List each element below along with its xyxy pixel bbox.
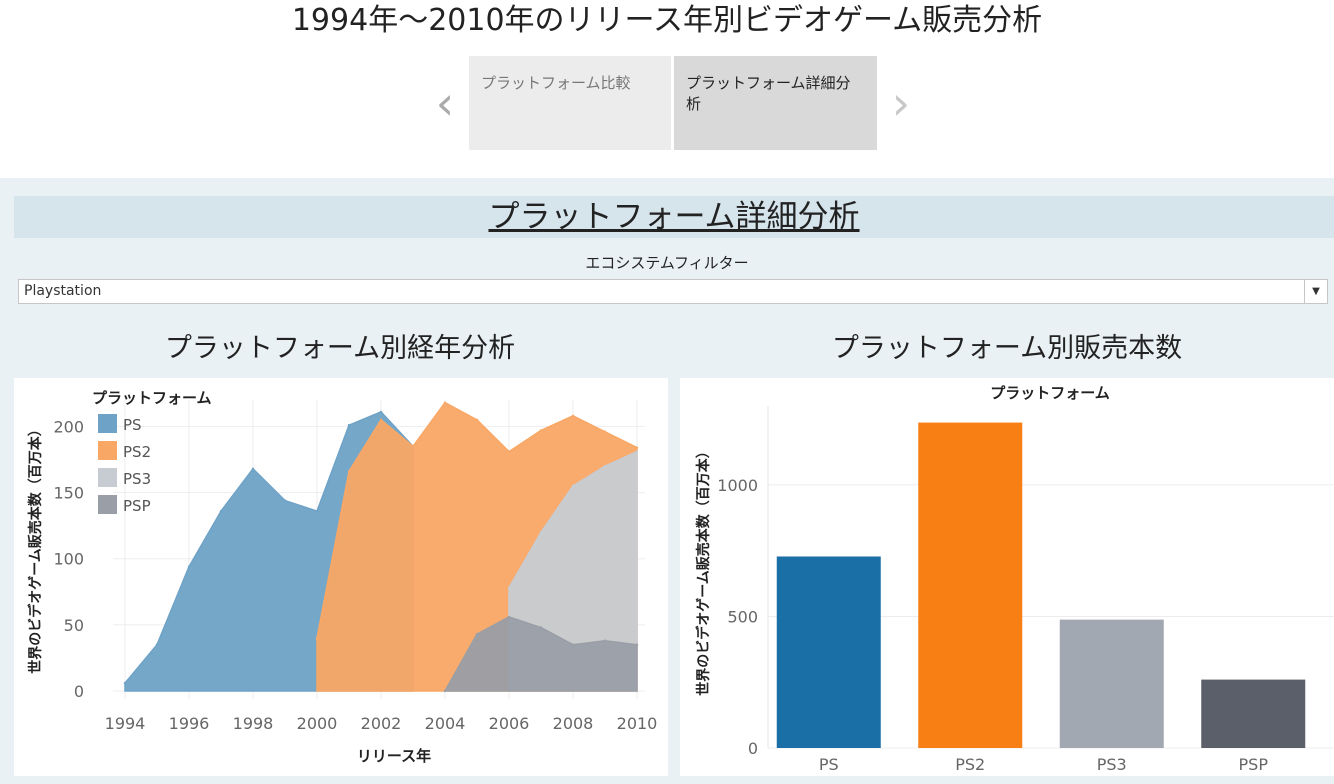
data-point-ps3 bbox=[571, 484, 575, 488]
x-tick-label: PS3 bbox=[1097, 755, 1127, 774]
x-tick-label: PS bbox=[819, 755, 839, 774]
chevron-right-icon[interactable]: › bbox=[891, 76, 911, 130]
x-tick-label: 2008 bbox=[553, 714, 594, 733]
data-point-psp bbox=[539, 626, 543, 629]
x-tick-label: 2006 bbox=[489, 714, 530, 733]
data-point-ps2 bbox=[411, 445, 415, 448]
legend-label-ps3: PS3 bbox=[123, 470, 151, 488]
area-chart-panel: 1994 1996 1998 2000 2002 2004 2006 2008 2010 0 50 1… bbox=[14, 378, 668, 776]
bar-chart-title: プラットフォーム別販売本数 bbox=[831, 333, 1183, 364]
x-tick-label: PSP bbox=[1239, 755, 1269, 774]
data-point-ps bbox=[283, 499, 287, 502]
y-tick-label: 0 bbox=[748, 739, 758, 758]
dashboard-title: プラットフォーム詳細分析 bbox=[488, 199, 860, 235]
x-tick-label: 2002 bbox=[361, 714, 402, 733]
bar-ps2 bbox=[918, 422, 1023, 748]
chevron-left-icon[interactable]: ‹ bbox=[435, 76, 455, 130]
x-tick-label: 1994 bbox=[105, 714, 146, 733]
data-point-ps bbox=[251, 467, 255, 470]
data-point-ps3 bbox=[539, 531, 543, 534]
data-point-ps bbox=[219, 509, 223, 513]
triangle-down-icon[interactable]: ▼ bbox=[1304, 280, 1327, 303]
legend-title: プラットフォーム bbox=[92, 389, 212, 407]
data-point-psp bbox=[603, 639, 607, 642]
data-point-ps2 bbox=[635, 446, 639, 449]
data-point-ps bbox=[123, 681, 127, 685]
bar-chart-panel: プラットフォーム 0 500 1000 PS PS2 PS3 PSP 世界のビデオゲーム販売本数… bbox=[680, 378, 1334, 776]
data-point-ps2 bbox=[379, 418, 383, 422]
legend-swatch-ps2 bbox=[98, 441, 117, 460]
y-tick-label: 500 bbox=[727, 607, 758, 626]
data-point-ps2 bbox=[603, 430, 607, 433]
y-axis-title: 世界のビデオゲーム販売本数（百万本） bbox=[27, 422, 44, 674]
x-tick-label: PS2 bbox=[955, 755, 985, 774]
data-point-psp bbox=[571, 643, 575, 646]
legend-label-psp: PSP bbox=[123, 497, 151, 515]
y-tick-label: 1000 bbox=[717, 476, 758, 495]
bar-ps3 bbox=[1059, 619, 1164, 748]
y-tick-label: 0 bbox=[74, 682, 84, 701]
x-tick-label: 2004 bbox=[425, 714, 466, 733]
y-tick-label: 100 bbox=[53, 550, 84, 569]
data-point-ps bbox=[315, 509, 319, 513]
data-point-ps2 bbox=[347, 470, 351, 473]
y-tick-label: 200 bbox=[53, 417, 84, 436]
data-point-ps bbox=[187, 565, 191, 568]
data-point-ps2 bbox=[571, 414, 575, 418]
story-point-platform-comparison[interactable]: プラットフォーム比較 bbox=[469, 56, 671, 150]
y-tick-label: 150 bbox=[53, 484, 84, 503]
data-point-ps bbox=[379, 410, 383, 414]
y-tick-label: 50 bbox=[64, 616, 84, 635]
data-point-ps2 bbox=[315, 636, 319, 640]
data-point-ps3 bbox=[635, 450, 639, 453]
data-point-ps2 bbox=[475, 418, 479, 422]
bar-ps bbox=[776, 556, 881, 748]
data-point-ps3 bbox=[603, 464, 607, 468]
data-point-psp bbox=[507, 615, 511, 619]
legend-swatch-ps bbox=[98, 414, 117, 433]
dashboard: プラットフォーム詳細分析 エコシステムフィルター Playstation ▼ プ… bbox=[0, 178, 1334, 784]
data-point-ps2 bbox=[443, 401, 447, 404]
legend-label-ps2: PS2 bbox=[123, 443, 151, 461]
x-tick-label: 2010 bbox=[617, 714, 658, 733]
legend-swatch-ps3 bbox=[98, 468, 117, 487]
dashboard-header: プラットフォーム詳細分析 bbox=[14, 196, 1334, 238]
ecosystem-filter-dropdown[interactable]: Playstation ▼ bbox=[18, 279, 1328, 304]
x-tick-label: 2000 bbox=[297, 714, 338, 733]
page-title: 1994年～2010年のリリース年別ビデオゲーム販売分析 bbox=[291, 3, 1043, 38]
bar-psp bbox=[1201, 679, 1306, 748]
filter-value: Playstation bbox=[24, 283, 102, 299]
bar-chart: プラットフォーム 0 500 1000 PS PS2 PS3 PSP 世界のビデオゲーム販売本数… bbox=[695, 384, 1334, 774]
data-point-psp bbox=[475, 632, 479, 636]
data-point-psp bbox=[443, 689, 447, 693]
x-axis-title: リリース年 bbox=[357, 747, 431, 765]
area-chart: 1994 1996 1998 2000 2002 2004 2006 2008 2010 0 50 1… bbox=[27, 389, 658, 765]
story-point-label: プラットフォーム詳細分析 bbox=[686, 74, 851, 113]
legend: プラットフォーム PS PS2 PS3 PSP bbox=[92, 389, 212, 515]
legend-swatch-psp bbox=[98, 495, 117, 514]
data-point-ps bbox=[155, 643, 159, 646]
story-navigator: ‹ プラットフォーム比較 プラットフォーム詳細分析 › bbox=[0, 50, 1334, 158]
data-point-ps3 bbox=[507, 586, 511, 590]
column-header: プラットフォーム bbox=[990, 384, 1110, 402]
legend-label-ps: PS bbox=[123, 416, 142, 434]
data-point-psp bbox=[635, 643, 639, 646]
filter-label: エコシステムフィルター bbox=[585, 254, 749, 272]
story-point-label: プラットフォーム比較 bbox=[481, 74, 631, 92]
area-chart-title: プラットフォーム別経年分析 bbox=[164, 333, 516, 364]
y-axis-title: 世界のビデオゲーム販売本数（百万本） bbox=[695, 444, 712, 696]
x-tick-label: 1996 bbox=[169, 714, 210, 733]
x-tick-label: 1998 bbox=[233, 714, 274, 733]
data-point-ps2 bbox=[539, 429, 543, 432]
story-point-platform-detail[interactable]: プラットフォーム詳細分析 bbox=[674, 56, 877, 150]
data-point-ps bbox=[347, 423, 351, 427]
data-point-ps2 bbox=[507, 450, 511, 453]
